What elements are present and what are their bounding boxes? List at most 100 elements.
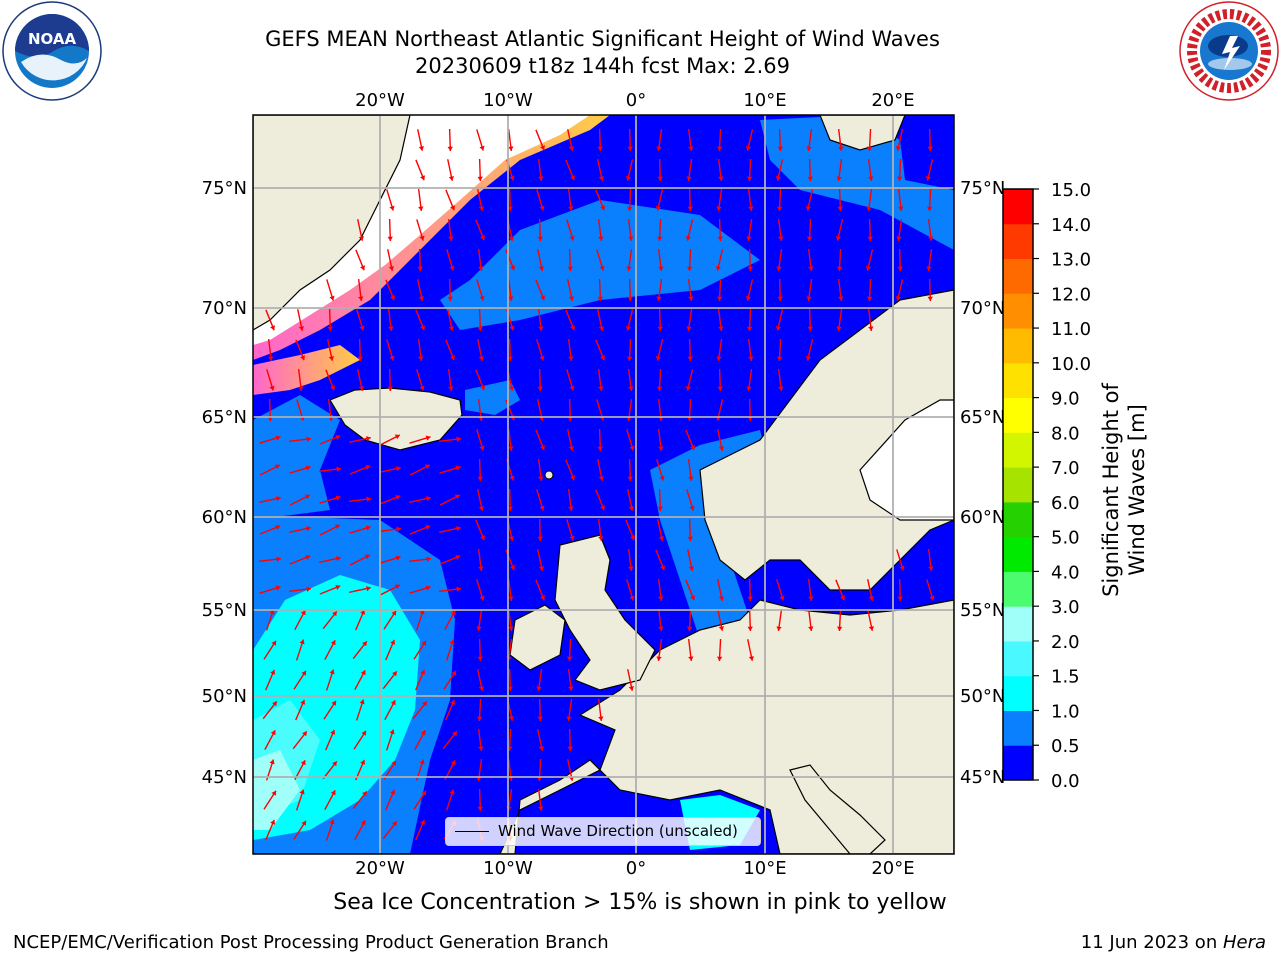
wave-direction-arrowhead [896, 176, 903, 181]
wave-direction-arrowhead [866, 296, 873, 301]
wave-direction-arrowhead [597, 146, 603, 151]
wave-direction-arrowhead [598, 236, 604, 241]
wave-direction-arrowhead [600, 205, 606, 211]
wave-direction-arrowhead [332, 761, 337, 767]
wave-direction-arrowhead [868, 176, 874, 181]
legend-line-swatch [455, 831, 489, 832]
wave-direction-arrowhead [271, 790, 276, 796]
wave-direction-arrowhead [478, 686, 485, 691]
wave-direction-arrowhead [448, 326, 455, 331]
colorbar-segment [1003, 745, 1033, 781]
wave-direction-arrowhead [390, 789, 396, 795]
colorbar-ticks: 0.0 0.5 1.0 1.5 2.0 3.0 4.0 5.0 6.0 7.0 8.0 9.0 10.0… [1033, 180, 1091, 792]
wave-direction-arrowhead [302, 731, 307, 737]
wave-direction-arrowhead [538, 476, 544, 481]
wave-direction-arrowhead [359, 699, 365, 705]
wave-direction-arrowhead [426, 495, 431, 502]
wave-direction-arrowhead [716, 206, 722, 211]
wave-direction-arrowhead [365, 525, 371, 531]
wave-direction-arrowhead [598, 716, 604, 721]
wave-direction-arrowhead [420, 730, 426, 736]
wave-direction-arrowhead [718, 176, 724, 181]
wave-direction-arrowhead [360, 609, 366, 615]
wave-direction-arrowhead [717, 236, 723, 241]
wave-direction-arrowhead [716, 146, 723, 151]
wave-direction-arrowhead [568, 686, 574, 691]
wave-direction-arrowhead [926, 206, 933, 211]
wave-direction-arrowhead [628, 566, 634, 571]
lon-tick-top: 20°E [871, 90, 914, 111]
wave-direction-arrowhead [394, 434, 400, 440]
wave-direction-arrowhead [718, 326, 724, 331]
wave-direction-arrowhead [419, 235, 425, 241]
legend-label: Wind Wave Direction (unscaled) [498, 822, 738, 840]
faroe-islands-land [544, 470, 554, 480]
wave-direction-arrowhead [477, 806, 483, 811]
wave-direction-arrowhead [746, 176, 753, 181]
wave-direction-arrowhead [926, 266, 932, 271]
wave-direction-arrowhead [626, 206, 633, 211]
colorbar-tick-label: 1.5 [1051, 667, 1080, 688]
wave-direction-arrowhead [927, 146, 933, 151]
wave-direction-arrowhead [478, 266, 484, 271]
wave-direction-arrowhead [479, 595, 485, 601]
wave-direction-arrowhead [836, 326, 842, 331]
colorbar-tick-label: 10.0 [1051, 354, 1091, 375]
lat-tick-right: 65°N [960, 407, 1005, 428]
wave-direction-arrowhead [566, 716, 572, 721]
wave-direction-arrowhead [276, 495, 281, 502]
wave-direction-arrowhead [626, 266, 632, 271]
wave-direction-arrowhead [300, 699, 306, 705]
wave-direction-arrowhead [508, 596, 514, 601]
wave-direction-arrowhead [359, 325, 365, 331]
wave-direction-arrowhead [508, 386, 515, 391]
wave-direction-arrowhead [330, 790, 336, 796]
wave-direction-arrowhead [271, 640, 276, 646]
wave-direction-arrowhead [775, 326, 782, 331]
colorbar-tick-label: 3.0 [1051, 597, 1080, 618]
wave-direction-arrowhead [805, 206, 812, 211]
lat-tick-left: 45°N [202, 767, 247, 788]
wave-direction-arrowhead [688, 146, 694, 151]
wave-direction-arrowhead [335, 434, 341, 440]
colorbar-segment [1003, 223, 1033, 260]
wave-direction-arrowhead [629, 595, 635, 601]
wave-direction-arrowhead [658, 446, 664, 451]
lat-tick-right: 55°N [960, 600, 1005, 621]
wave-direction-arrowhead [387, 386, 393, 391]
wave-direction-arrowhead [389, 205, 395, 211]
wave-direction-arrowhead [688, 656, 694, 661]
colorbar-segment [1003, 536, 1033, 572]
wave-direction-arrowhead [598, 476, 605, 481]
wave-direction-arrowhead [897, 266, 903, 271]
wave-direction-arrowhead [420, 175, 426, 181]
wave-direction-arrowhead [336, 555, 341, 562]
wave-direction-arrowhead [808, 626, 814, 631]
wave-direction-arrowhead [305, 465, 311, 471]
wave-direction-arrowhead [628, 686, 635, 691]
wave-direction-arrowhead [688, 296, 694, 301]
colorbar-label: Significant Height of Wind Waves [m] [1099, 383, 1149, 597]
wave-direction-arrowhead [896, 236, 902, 241]
wave-direction-arrowhead [778, 236, 784, 241]
colorbar-tick-label: 13.0 [1051, 250, 1091, 271]
wave-direction-arrowhead [660, 565, 666, 571]
wave-direction-arrowhead [570, 325, 576, 331]
wave-direction-arrowhead [389, 355, 395, 361]
wave-direction-arrowhead [927, 296, 933, 301]
wave-direction-arrowhead [362, 641, 367, 647]
iceland-land [329, 387, 463, 451]
noaa-logo-icon: NOAA [2, 1, 102, 101]
wave-direction-arrowhead [925, 176, 932, 181]
wave-direction-arrowhead [598, 176, 605, 181]
colorbar-tick-label: 14.0 [1051, 215, 1091, 236]
wave-direction-arrowhead [656, 236, 663, 241]
wave-direction-arrowhead [776, 266, 782, 271]
wave-region-mid [440, 200, 760, 330]
wave-direction-arrowhead [838, 146, 844, 151]
wave-direction-arrowhead [454, 494, 460, 500]
wave-direction-arrowhead [306, 436, 311, 442]
wave-direction-arrowhead [449, 789, 455, 795]
wave-direction-arrowhead [600, 505, 606, 511]
wave-direction-arrowhead [806, 296, 812, 301]
